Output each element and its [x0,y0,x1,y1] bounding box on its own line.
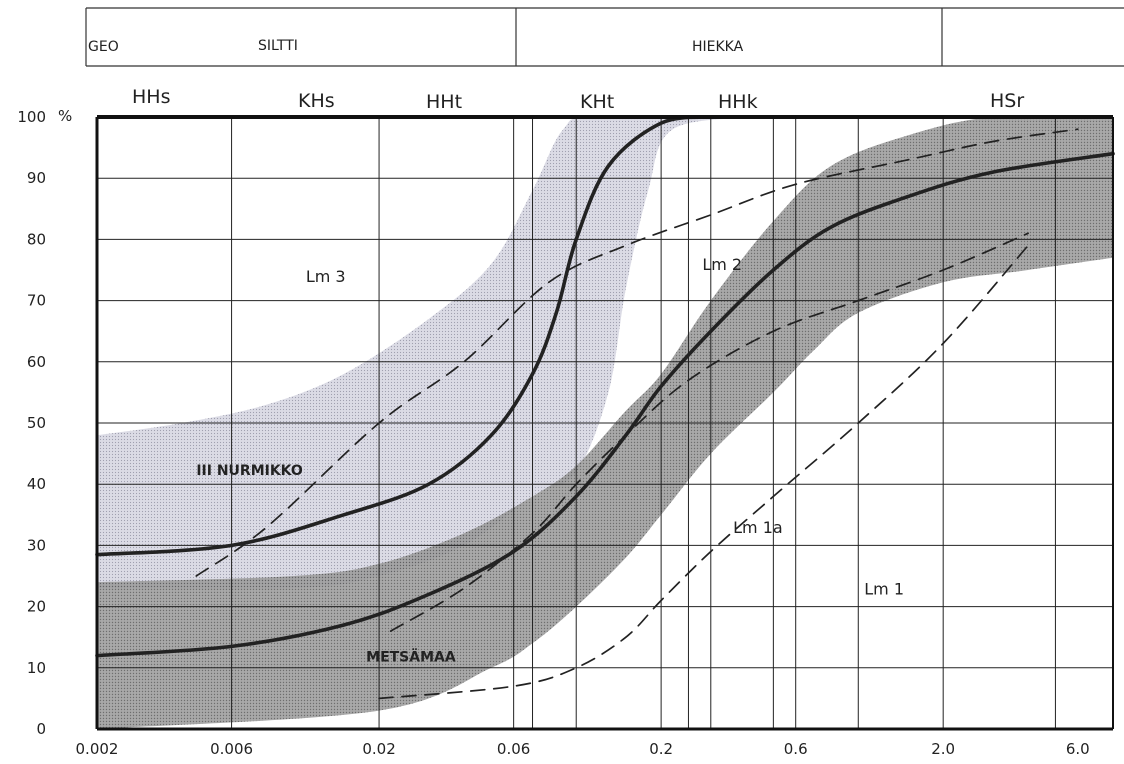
y-tick-label-80: 80 [27,230,46,248]
x-tick-label-7: 2.0 [931,740,955,758]
x-axis-ticks: 0.002 0.006 0.02 0.06 0.2 0.6 2.0 6.0 [76,740,1090,758]
x-tick-label-2: 0.006 [210,740,253,758]
envelope-band-1 [97,116,774,590]
y-tick-label-0: 0 [36,720,46,738]
y-tick-label-10: 10 [27,659,46,677]
class-label-khs: KHs [298,90,335,112]
zone-label-2: Lm 2 [702,255,742,274]
x-tick-label-4: 0.06 [497,740,530,758]
y-tick-label-90: 90 [27,169,46,187]
header-table: GEO SILTTI HIEKKA [85,7,1124,67]
class-label-kht: KHt [580,91,614,113]
y-tick-label-70: 70 [27,292,46,310]
zone-labels: Lm 3 Lm 2 Lm 1a Lm 1 III NURMIKKO METSÄMAA [196,255,904,666]
x-tick-label-3: 0.02 [362,740,395,758]
plot-frame [95,115,1114,731]
dashed-curve-5 [378,244,1029,700]
dashed-curve-4 [389,232,1029,632]
curves [95,115,1115,700]
zone-label-4: Lm 1 [864,579,904,598]
x-tick-label-8: 6.0 [1066,740,1090,758]
class-label-hsr: HSr [990,90,1024,112]
header-siltti: SILTTI [258,38,298,54]
zone-label-5: III NURMIKKO [196,463,303,479]
class-label-hhs: HHs [132,86,170,108]
zone-label-1: Lm 3 [306,267,346,286]
y-tick-label-100: 100 [17,108,46,126]
solid-curve-2 [95,151,1115,658]
class-labels: HHs KHs HHt KHt HHk HSr [132,86,1024,113]
header-hiekka: HIEKKA [692,39,744,55]
x-tick-label-1: 0.002 [76,740,119,758]
y-tick-label-30: 30 [27,536,46,554]
y-tick-label-60: 60 [27,353,46,371]
x-tick-label-6: 0.6 [784,740,808,758]
zone-label-6: METSÄMAA [366,649,456,666]
zone-label-3: Lm 1a [733,518,783,537]
x-tick-label-5: 0.2 [649,740,673,758]
solid-curve-1 [95,115,713,557]
envelope-band-2 [97,115,1113,730]
y-axis-ticks: 0 10 20 30 40 50 60 70 80 90 100 [17,108,46,738]
header-geo: GEO [88,39,119,55]
dashed-curve-3 [195,128,1079,577]
class-label-hhk: HHk [718,91,758,113]
class-label-hht: HHt [426,91,462,113]
envelope-bands [97,115,1113,730]
y-tick-label-20: 20 [27,598,46,616]
grid [96,117,1114,729]
y-axis-unit: % [58,107,72,125]
y-tick-label-50: 50 [27,414,46,432]
y-tick-label-40: 40 [27,475,46,493]
